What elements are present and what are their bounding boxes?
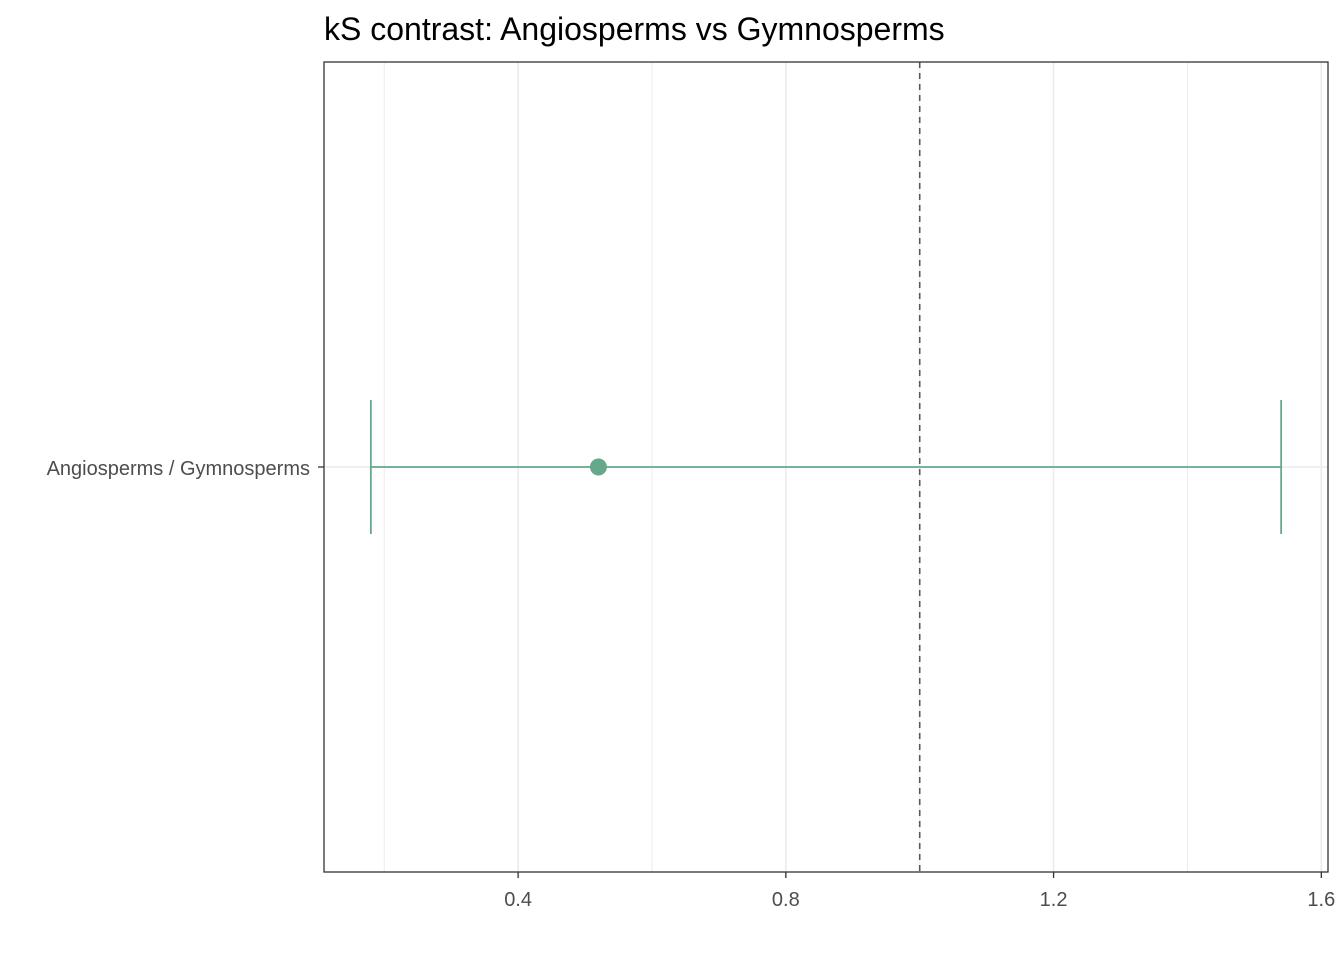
chart-title: kS contrast: Angiosperms vs Gymnosperms <box>324 11 945 47</box>
x-axis: 0.4 0.8 1.2 1.6 <box>504 872 1335 911</box>
point-estimate <box>589 458 607 476</box>
data-marks <box>369 400 1283 534</box>
y-tick-label: Angiosperms / Gymnosperms <box>47 458 310 480</box>
x-tick-label: 0.4 <box>504 889 532 911</box>
x-tick-label: 1.6 <box>1307 889 1335 911</box>
x-tick-label: 1.2 <box>1040 889 1068 911</box>
x-tick-label: 0.8 <box>772 889 800 911</box>
y-axis: Angiosperms / Gymnosperms <box>47 458 324 480</box>
